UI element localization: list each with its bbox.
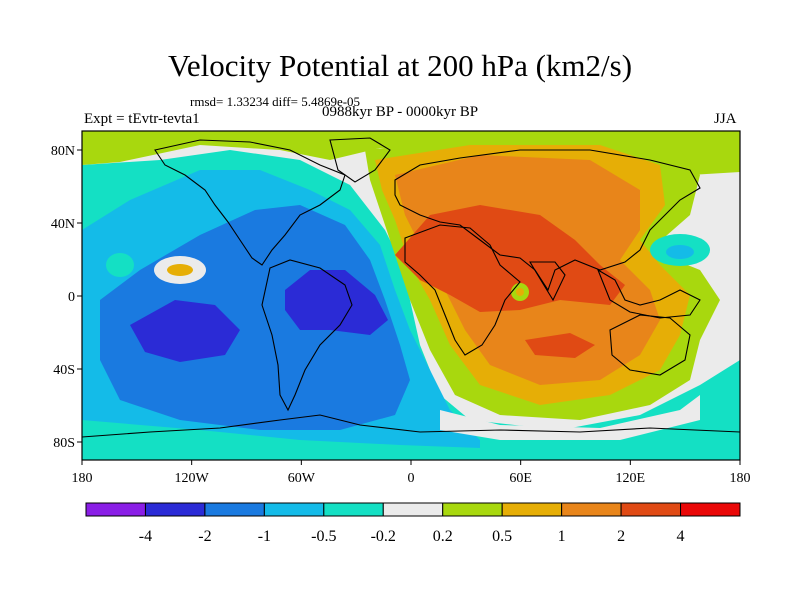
lat-tick-label: 80S <box>53 436 75 451</box>
colorbar-label: 0.5 <box>492 528 512 545</box>
lon-tick-label: 120E <box>616 471 646 486</box>
coast-africa <box>404 224 521 356</box>
colorbar-swatch <box>263 502 325 517</box>
coast-north-america <box>154 139 346 266</box>
colorbar-label: -1 <box>258 528 271 545</box>
colorbar: -4 -2 -1 -0.5 -0.2 0.2 0.5 1 2 4 <box>85 502 741 545</box>
colorbar-swatch <box>561 502 622 517</box>
lat-tick-label: 40N <box>51 217 75 232</box>
lon-tick-label: 120W <box>175 471 210 486</box>
colorbar-label: 1 <box>558 528 566 545</box>
latitude-axis: 80N 40N 0 40S 80S <box>51 144 82 451</box>
field-west-pacific-core <box>666 245 694 259</box>
velocity-potential-field <box>82 131 740 460</box>
colorbar-label: -2 <box>198 528 211 545</box>
colorbar-swatch <box>382 502 444 517</box>
field-negative-center-pacific <box>130 300 240 362</box>
experiment-label: Expt = tEvtr-tevta1 <box>84 111 200 127</box>
coast-southeast-asia <box>596 268 701 319</box>
colorbar-swatch <box>620 502 682 517</box>
lon-tick-label: 60E <box>509 471 532 486</box>
period-label: 0988kyr BP - 0000kyr BP <box>322 104 479 120</box>
lat-tick-label: 80N <box>51 144 75 159</box>
season-label: JJA <box>714 111 737 127</box>
field-local-min-core <box>516 288 524 296</box>
field-positive-pacific-blob <box>167 264 193 276</box>
colorbar-label: -0.2 <box>371 528 396 545</box>
coast-eurasia <box>394 149 701 292</box>
colorbar-label: -4 <box>139 528 152 545</box>
chart-title: Velocity Potential at 200 hPa (km2/s) <box>167 48 633 83</box>
coast-greenland <box>329 137 391 183</box>
field-negative-center-atlantic <box>285 270 388 335</box>
field-positive-core <box>395 205 625 312</box>
coastlines <box>82 137 740 438</box>
lon-tick-label: 180 <box>72 471 93 486</box>
colorbar-swatch <box>204 502 265 517</box>
colorbar-swatch <box>323 502 384 517</box>
colorbar-label: -0.5 <box>311 528 336 545</box>
field-south-polar <box>82 420 740 460</box>
colorbar-label: 2 <box>617 528 625 545</box>
longitude-axis: 180 120W 60W 0 60E 120E 180 <box>72 460 751 486</box>
lon-tick-label: 0 <box>408 471 415 486</box>
coast-australia <box>609 314 691 376</box>
colorbar-swatch <box>680 502 741 517</box>
colorbar-swatch <box>85 502 146 517</box>
lat-tick-label: 40S <box>53 363 75 378</box>
colorbar-label: 0.2 <box>433 528 453 545</box>
lat-tick-label: 0 <box>68 290 75 305</box>
coast-indian-subcontinent <box>529 261 566 302</box>
coast-antarctica <box>82 414 740 438</box>
lon-tick-label: 60W <box>288 471 316 486</box>
lon-tick-label: 180 <box>730 471 751 486</box>
rmsd-diff-stats: rmsd= 1.33234 diff= 5.4869e-05 <box>190 94 361 109</box>
colorbar-label: 4 <box>677 528 685 545</box>
field-positive-core-south <box>525 333 595 358</box>
coast-south-america <box>261 259 353 412</box>
colorbar-swatch <box>144 502 206 517</box>
field-pacific-small <box>106 253 134 277</box>
colorbar-swatch <box>442 502 503 517</box>
colorbar-swatch <box>501 502 563 517</box>
